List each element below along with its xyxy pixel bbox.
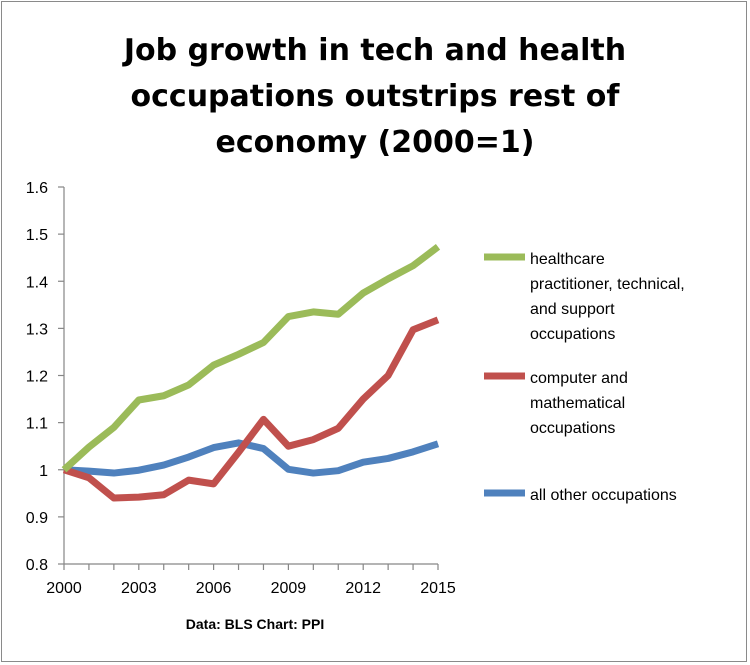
y-tick-label: 1	[39, 463, 48, 480]
legend-label: computer and	[530, 370, 628, 387]
legend: healthcare practitioner, technical, and su…	[484, 251, 685, 504]
legend-label: mathematical	[530, 395, 625, 412]
x-tick-label: 2012	[345, 580, 381, 597]
y-tick-label: 1.2	[26, 369, 48, 386]
legend-label: occupations	[530, 326, 615, 343]
source-note: Data: BLS Chart: PPI	[186, 616, 324, 632]
x-tick-label: 2003	[121, 580, 157, 597]
chart-title-line: economy (2000=1)	[215, 125, 535, 160]
legend-label: and support	[530, 301, 615, 318]
legend-label: all other occupations	[530, 487, 677, 504]
x-tick-label: 2006	[196, 580, 232, 597]
plot-area	[61, 244, 441, 502]
x-tick-label: 2015	[420, 580, 456, 597]
y-tick-label: 0.8	[26, 557, 48, 574]
x-tick-label: 2000	[46, 580, 82, 597]
y-tick-label: 1.5	[26, 227, 48, 244]
series-line	[61, 244, 441, 473]
legend-label: occupations	[530, 420, 615, 437]
y-tick-label: 1.4	[26, 274, 48, 291]
legend-label: healthcare	[530, 251, 605, 268]
legend-label: practitioner, technical,	[530, 276, 685, 293]
chart-title-line: Job growth in tech and health	[123, 33, 627, 68]
y-tick-label: 1.6	[26, 180, 48, 197]
axes: 0.8 0.9 1 1.1 1.2 1.3 1.4 1.5 1.6 2000 2003 2006 200…	[26, 180, 456, 597]
x-tick-label: 2009	[271, 580, 307, 597]
y-tick-label: 0.9	[26, 510, 48, 527]
series-line	[63, 439, 440, 477]
y-tick-label: 1.1	[26, 416, 48, 433]
chart-title: Job growth in tech and health occupation…	[40, 28, 710, 166]
chart-title-line: occupations outstrips rest of	[130, 79, 620, 114]
y-tick-label: 1.3	[26, 321, 48, 338]
series-line	[62, 316, 440, 502]
